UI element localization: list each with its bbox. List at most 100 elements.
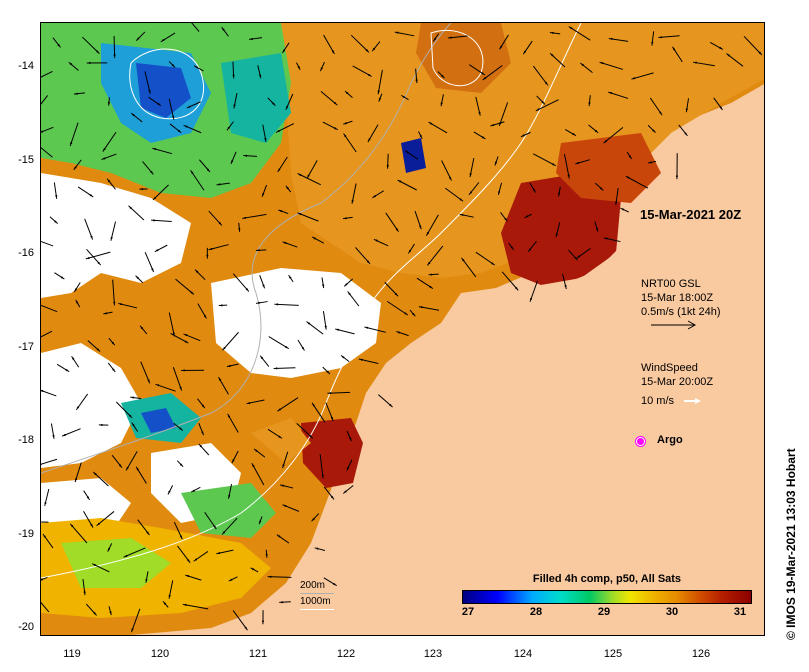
x-tick-label: 124 bbox=[513, 648, 533, 660]
current-arrow-head bbox=[269, 575, 272, 578]
current-arrow-head bbox=[581, 63, 584, 66]
land-mass bbox=[301, 84, 764, 635]
bathymetry-contours bbox=[41, 23, 582, 579]
wind-legend-arrow-icon bbox=[684, 398, 701, 404]
current-arrow-head bbox=[551, 54, 554, 57]
current-arrow-head bbox=[365, 49, 368, 52]
current-arrow-head bbox=[244, 626, 247, 629]
current-arrow-head bbox=[41, 578, 43, 581]
current-arrow bbox=[107, 362, 116, 373]
argo-float-marker[interactable] bbox=[636, 437, 645, 446]
current-arrow bbox=[501, 271, 519, 291]
current-arrow-head bbox=[301, 346, 304, 349]
current-arrow-head bbox=[113, 301, 116, 304]
current-arrow-head bbox=[168, 490, 171, 493]
current-arrow-head bbox=[251, 37, 254, 40]
depth-contour-200m-label: 200m bbox=[300, 580, 326, 591]
current-arrow bbox=[41, 601, 50, 613]
current-arrow bbox=[172, 367, 183, 391]
current-arrow-head bbox=[373, 195, 376, 198]
current-arrow-head bbox=[574, 257, 577, 260]
current-arrow-head bbox=[309, 435, 312, 438]
current-arrow-head bbox=[265, 553, 268, 556]
current-arrow bbox=[176, 460, 184, 468]
current-arrow bbox=[342, 216, 353, 220]
current-arrow-head bbox=[492, 124, 495, 127]
current-arrow bbox=[191, 23, 200, 32]
current-arrow-head bbox=[399, 180, 402, 183]
current-arrow-head bbox=[136, 276, 139, 279]
current-arrow-head bbox=[594, 129, 597, 132]
current-arrow bbox=[568, 26, 591, 41]
current-arrow-head bbox=[72, 357, 75, 360]
current-arrow-head bbox=[105, 312, 108, 315]
depth-contour-200m-swatch bbox=[300, 593, 334, 594]
current-arrow-head bbox=[97, 261, 100, 264]
current-arrow bbox=[277, 397, 299, 412]
current-arrow-head bbox=[228, 415, 231, 418]
current-arrow-head bbox=[179, 386, 182, 389]
current-arrow-head bbox=[83, 591, 86, 594]
x-tick-label: 119 bbox=[63, 648, 81, 660]
current-arrow bbox=[145, 571, 149, 583]
current-arrow bbox=[226, 121, 234, 131]
x-tick-label: 125 bbox=[603, 648, 623, 660]
current-arrow bbox=[386, 300, 409, 316]
current-arrow bbox=[107, 543, 113, 552]
current-arrow-head bbox=[65, 369, 68, 372]
depth-contour-1000m-label: 1000m bbox=[300, 596, 331, 607]
current-arrow-head bbox=[415, 79, 418, 82]
colorbar-tick: 29 bbox=[597, 606, 611, 618]
current-arrow-head bbox=[324, 325, 327, 328]
current-arrow-head bbox=[131, 628, 134, 631]
current-arrow-head bbox=[449, 176, 452, 179]
current-arrow bbox=[549, 31, 561, 35]
current-arrow-head bbox=[627, 176, 630, 179]
current-arrow-head bbox=[344, 217, 347, 220]
current-arrow-head bbox=[329, 392, 332, 395]
current-arrow bbox=[73, 282, 81, 293]
current-arrow-head bbox=[299, 173, 302, 176]
current-arrow bbox=[41, 240, 54, 247]
current-arrow bbox=[350, 34, 370, 53]
current-arrow bbox=[536, 95, 546, 105]
current-arrow-head bbox=[420, 306, 423, 309]
current-arrow-head bbox=[93, 563, 96, 566]
colorbar-tick: 27 bbox=[461, 606, 475, 618]
current-arrow-head bbox=[100, 423, 103, 426]
x-tick-label: 123 bbox=[423, 648, 443, 660]
current-arrow-head bbox=[278, 435, 281, 438]
current-arrow-head bbox=[320, 67, 323, 70]
current-arrow-head bbox=[659, 111, 662, 114]
current-arrow-head bbox=[426, 232, 429, 235]
current-arrow-head bbox=[281, 601, 284, 604]
x-tick-label: 120 bbox=[150, 648, 170, 660]
current-arrow bbox=[620, 207, 629, 213]
current-arrow-head bbox=[43, 535, 46, 538]
current-arrow-head bbox=[41, 389, 44, 392]
current-arrow-head bbox=[154, 196, 157, 199]
current-arrow-head bbox=[187, 575, 190, 578]
current-arrow bbox=[529, 182, 537, 193]
current-arrow-head bbox=[168, 594, 171, 597]
current-arrow-head bbox=[727, 54, 730, 57]
current-arrow-head bbox=[289, 276, 292, 279]
current-arrow-head bbox=[89, 194, 92, 197]
current-arrow-head bbox=[109, 611, 112, 614]
argo-label: Argo bbox=[657, 434, 683, 446]
current-arrow-head bbox=[154, 148, 157, 151]
current-legend-scale: 0.5m/s (1kt 24h) bbox=[641, 306, 721, 318]
current-arrow-head bbox=[675, 175, 678, 178]
current-arrow bbox=[190, 486, 201, 493]
current-arrow-head bbox=[481, 72, 484, 75]
current-arrow-head bbox=[125, 554, 128, 557]
current-arrow-head bbox=[180, 463, 183, 466]
current-arrow bbox=[344, 90, 353, 99]
current-legend-time: 15-Mar 18:00Z bbox=[641, 292, 714, 304]
current-arrow bbox=[278, 209, 289, 215]
wind-legend-time: 15-Mar 20:00Z bbox=[641, 376, 714, 388]
current-arrow-head bbox=[286, 187, 289, 190]
sst-map[interactable] bbox=[40, 22, 765, 636]
current-arrow-head bbox=[572, 133, 575, 136]
current-arrow-head bbox=[151, 268, 154, 271]
